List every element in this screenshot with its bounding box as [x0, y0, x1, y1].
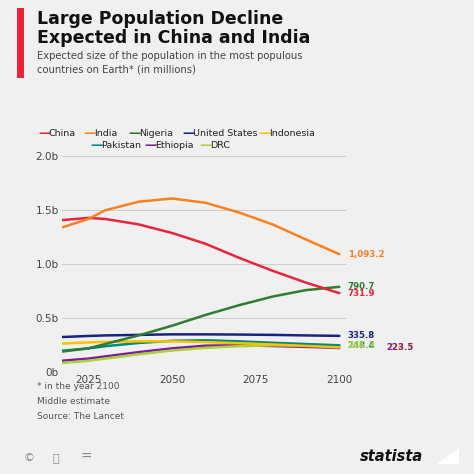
Text: Large Population Decline: Large Population Decline: [37, 10, 283, 28]
Text: Ethiopia: Ethiopia: [155, 141, 194, 150]
Text: 731.9: 731.9: [348, 289, 375, 298]
Text: Pakistan: Pakistan: [101, 141, 141, 150]
Text: Nigeria: Nigeria: [139, 129, 173, 138]
Text: —: —: [90, 139, 102, 152]
Text: Expected size of the population in the most populous
countries on Earth* (in mil: Expected size of the population in the m…: [37, 51, 302, 74]
Text: Indonesia: Indonesia: [269, 129, 315, 138]
Text: * in the year 2100: * in the year 2100: [37, 382, 119, 391]
Text: —: —: [258, 127, 271, 140]
Text: statista: statista: [360, 448, 423, 464]
Text: =: =: [81, 449, 92, 464]
Text: India: India: [94, 129, 117, 138]
Text: Source: The Lancet: Source: The Lancet: [37, 412, 124, 421]
Text: ©: ©: [24, 454, 35, 464]
Text: —: —: [199, 139, 211, 152]
Text: —: —: [182, 127, 195, 140]
Text: China: China: [49, 129, 76, 138]
Text: Expected in China and India: Expected in China and India: [37, 29, 310, 47]
Text: 228.7: 228.7: [386, 343, 414, 352]
Text: Middle estimate: Middle estimate: [37, 397, 110, 406]
Text: 1,093.2: 1,093.2: [348, 250, 384, 259]
Text: 223.5: 223.5: [386, 344, 413, 353]
Text: ⓘ: ⓘ: [52, 454, 59, 464]
Text: —: —: [128, 127, 140, 140]
Text: United States: United States: [193, 129, 258, 138]
Text: 246.3: 246.3: [348, 341, 375, 350]
Text: —: —: [83, 127, 95, 140]
Text: —: —: [145, 139, 157, 152]
Text: DRC: DRC: [210, 141, 230, 150]
Text: 790.7: 790.7: [348, 283, 375, 292]
Polygon shape: [437, 448, 459, 464]
Text: —: —: [38, 127, 50, 140]
Text: 335.8: 335.8: [348, 331, 375, 340]
Text: 248.4: 248.4: [348, 341, 375, 350]
